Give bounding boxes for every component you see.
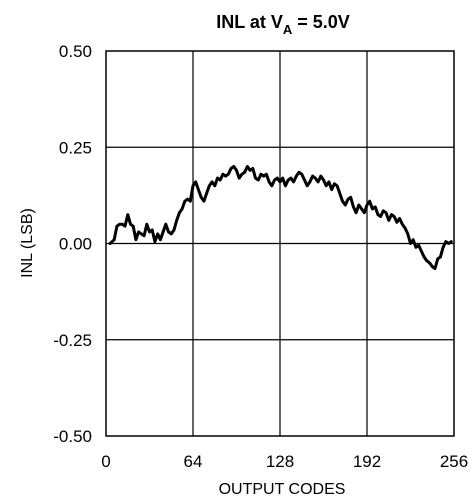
x-tick-label-4: 256 — [440, 452, 468, 471]
x-axis-ticks: 0 64 128 192 256 — [101, 452, 468, 471]
chart-title-subscript: A — [283, 22, 293, 37]
y-tick-label-0: 0.50 — [59, 42, 92, 61]
y-tick-label-2: 0.00 — [59, 235, 92, 254]
x-tick-label-1: 64 — [184, 452, 203, 471]
plot-frame — [105, 50, 455, 437]
chart-title: INL at VA = 5.0V — [216, 12, 350, 37]
inl-series-line — [108, 165, 453, 270]
y-tick-label-4: -0.50 — [53, 427, 92, 446]
y-tick-label-3: -0.25 — [53, 331, 92, 350]
x-tick-label-3: 192 — [353, 452, 381, 471]
x-tick-label-2: 128 — [266, 452, 294, 471]
x-tick-label-0: 0 — [101, 452, 110, 471]
grid-lines — [106, 51, 454, 436]
y-axis-ticks: 0.50 0.25 0.00 -0.25 -0.50 — [53, 42, 92, 446]
x-axis-label: OUTPUT CODES — [219, 481, 346, 498]
chart-title-suffix: = 5.0V — [292, 12, 350, 32]
chart-title-prefix: INL at V — [216, 12, 283, 32]
y-tick-label-1: 0.25 — [59, 138, 92, 157]
y-axis-label: INL (LSB) — [19, 208, 36, 278]
